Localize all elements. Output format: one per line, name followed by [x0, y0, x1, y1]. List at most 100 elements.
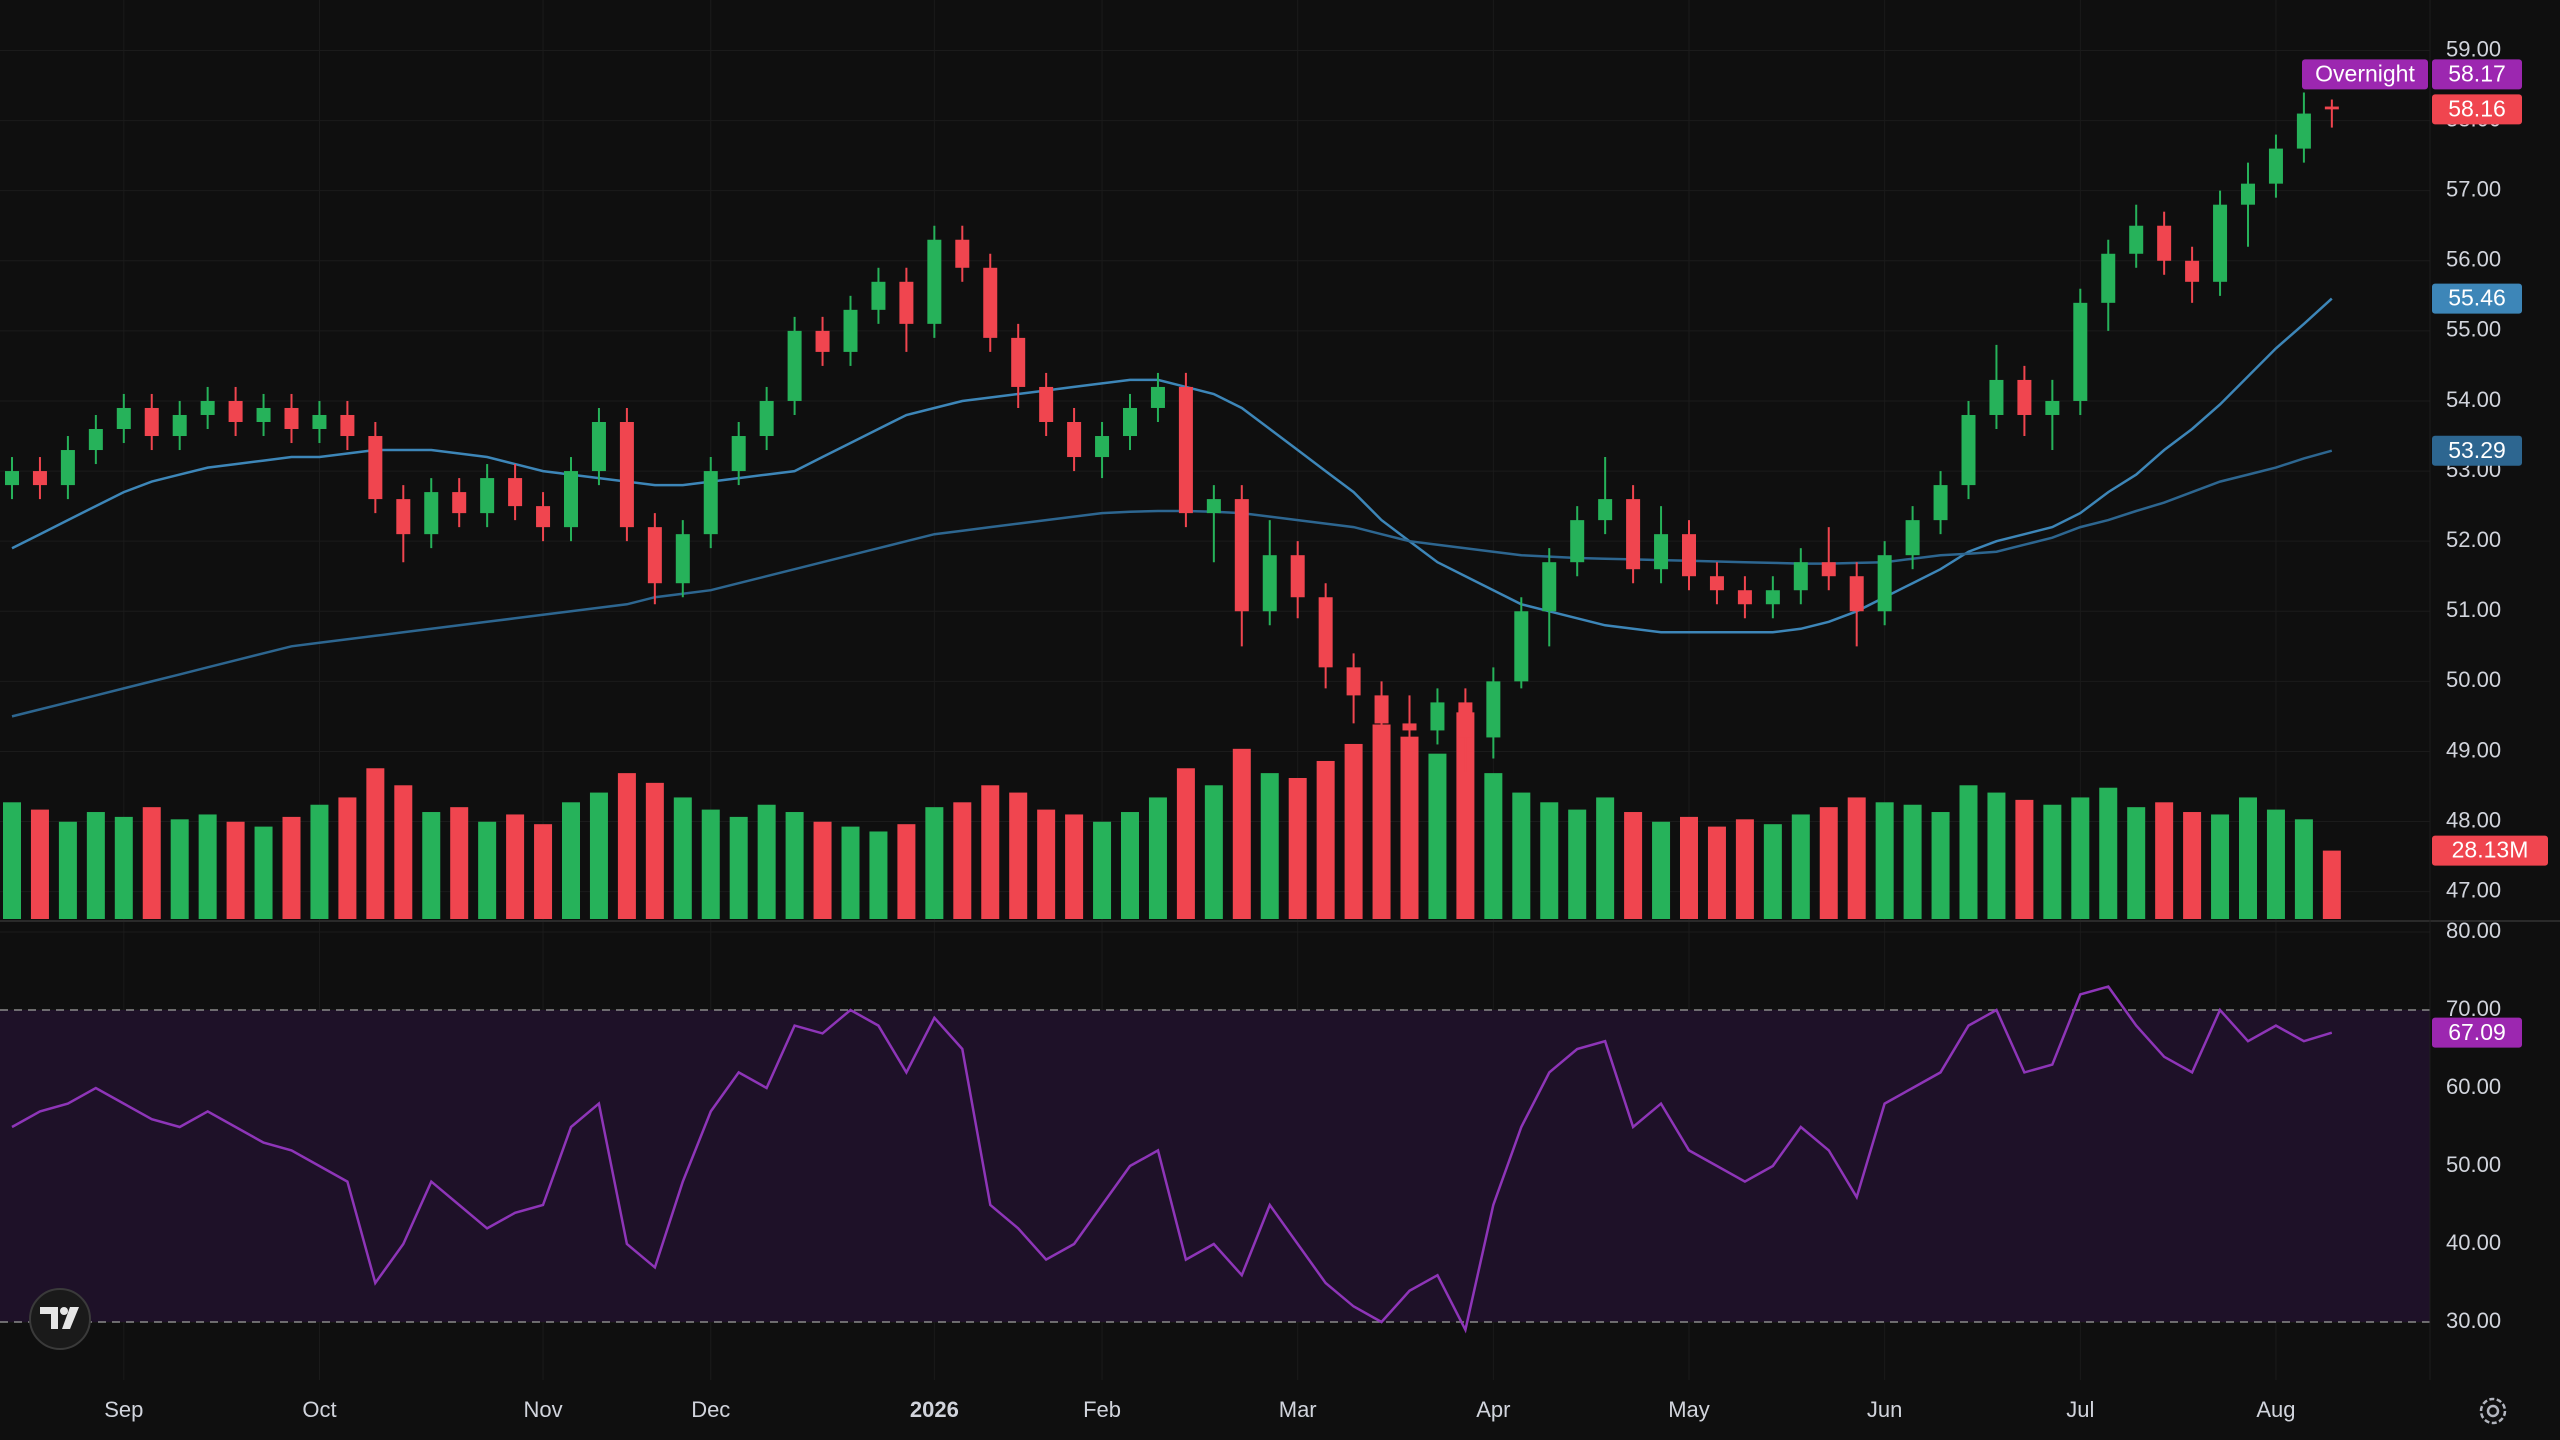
last-price-badge: 58.16 [2448, 95, 2506, 121]
volume-bar [1232, 748, 1251, 919]
candle-body [591, 421, 606, 472]
volume-bar [953, 802, 972, 919]
y-tick-label: 54.00 [2446, 387, 2501, 412]
overnight-label-badge: Overnight [2315, 60, 2415, 86]
candle-body [2073, 302, 2088, 401]
candle-body [1067, 421, 1082, 458]
volume-bar [701, 809, 720, 919]
volume-bar [2266, 809, 2285, 919]
volume-bar [3, 802, 21, 919]
volume-bar [1847, 797, 1866, 919]
candle-body [2045, 400, 2060, 415]
volume-bar [1987, 792, 2006, 919]
volume-bar [2043, 804, 2062, 919]
overnight-value-badge-bg [2432, 59, 2522, 90]
candle-body [927, 239, 942, 324]
y-tick-label: 50.00 [2446, 667, 2501, 692]
candle-body [228, 400, 243, 422]
candle-body [480, 478, 495, 514]
volume-bar [310, 804, 329, 919]
volume-bar [2155, 802, 2174, 919]
candle-body [1989, 379, 2004, 415]
volume-bar [58, 821, 77, 919]
volume-bar [1931, 812, 1950, 919]
gear-inner [2486, 1404, 2500, 1418]
price-layer [5, 92, 2339, 773]
candle-body [452, 492, 467, 514]
volume-bar [282, 816, 301, 919]
candle-body [1682, 534, 1696, 577]
volume-bar [2294, 819, 2313, 919]
volume-bar [338, 797, 357, 919]
candle-body [619, 421, 634, 528]
volume-bar [1652, 821, 1671, 919]
volume-bar [1624, 812, 1643, 919]
volume-bar [2071, 797, 2090, 919]
x-tick-label: Dec [691, 1397, 730, 1422]
volume-bar [729, 816, 748, 919]
x-tick-label: Sep [104, 1397, 143, 1422]
candle-body [396, 499, 411, 535]
candle-body [1877, 555, 1892, 612]
volume-bar [534, 824, 553, 919]
candle-body [1206, 499, 1221, 514]
candle-body [2185, 260, 2200, 282]
volume-bar [1204, 785, 1223, 919]
rsi-line [11, 985, 2333, 1334]
volume-bar [1680, 816, 1698, 919]
logo[interactable] [29, 1288, 91, 1350]
rsi-tick-label: 60.00 [2446, 1074, 2501, 1099]
volume-bar [1819, 807, 1838, 919]
moving-average-line [11, 297, 2333, 634]
volume-bar [366, 768, 385, 919]
logo-dot [60, 1307, 68, 1315]
y-tick-label: 52.00 [2446, 527, 2501, 552]
volume-bar [645, 782, 664, 919]
volume-badge-bg [2432, 835, 2548, 866]
candle-body [1290, 555, 1305, 598]
y-tick-label: 49.00 [2446, 737, 2501, 762]
volume-bar [589, 792, 608, 919]
candle-body [1514, 611, 1529, 682]
candle-body [2213, 204, 2228, 282]
candle-body [508, 478, 523, 507]
volume-bar [1875, 802, 1894, 919]
last-price-badge-bg [2432, 94, 2522, 125]
settings-button[interactable] [2479, 1397, 2507, 1425]
candle-body [1709, 576, 1724, 591]
volume-bar [813, 821, 832, 919]
rsi-tick-label: 30.00 [2446, 1308, 2501, 1333]
y-tick-label: 57.00 [2446, 176, 2501, 201]
candle-body [1262, 555, 1277, 612]
logo-circle[interactable] [29, 1288, 91, 1350]
candle-body [1150, 386, 1165, 408]
candle-body [1234, 499, 1249, 612]
x-tick-label: Nov [523, 1397, 562, 1422]
rsi-value-badge: 67.09 [2448, 1019, 2506, 1045]
volume-bar [2099, 787, 2118, 919]
volume-bar [114, 816, 133, 919]
candle-body [1821, 562, 1836, 577]
volume-bar [617, 773, 636, 919]
candle-body [1793, 562, 1808, 591]
volume-bar [1903, 804, 1922, 919]
volume-bar [30, 809, 49, 919]
x-tick-label: Jul [2066, 1397, 2094, 1422]
volume-bar [422, 812, 441, 919]
candle-body [88, 429, 103, 451]
gear-outer[interactable] [2479, 1397, 2507, 1425]
candle-body [536, 506, 551, 528]
candle-body [424, 492, 439, 535]
y-tick-label: 59.00 [2446, 36, 2501, 61]
candle-body [1765, 590, 1780, 605]
candle-body [172, 414, 187, 437]
volume-badge: 28.13M [2452, 837, 2529, 863]
volume-bar [2211, 814, 2230, 919]
candle-body [564, 471, 578, 528]
volume-bar [1763, 824, 1782, 919]
y-tick-label: 48.00 [2446, 807, 2501, 832]
candle-body [1346, 667, 1361, 696]
volume-bar [1065, 814, 1084, 919]
candle-body [1933, 485, 1948, 521]
x-tick-label: 2026 [910, 1397, 959, 1422]
